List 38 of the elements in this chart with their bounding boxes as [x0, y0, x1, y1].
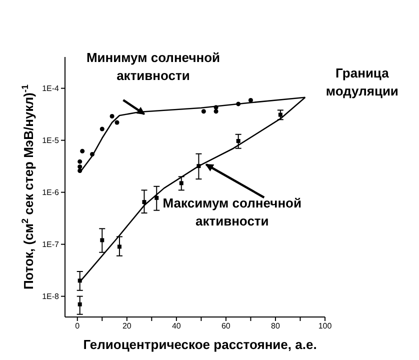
point [78, 168, 82, 173]
point [214, 109, 218, 114]
y-tick-label: 1E-5 [42, 136, 60, 146]
point [278, 112, 282, 117]
annotation: Граница модуляции [326, 65, 398, 98]
annotation: Минимум солнечной активности [86, 50, 220, 84]
point [100, 126, 104, 132]
point [236, 138, 240, 143]
point [78, 164, 82, 170]
point [78, 278, 82, 283]
annotation: Максимум солнечной активности [162, 195, 302, 228]
x-tick-label: 60 [222, 322, 231, 331]
point [201, 109, 206, 114]
y-tick-label: 1E-8 [42, 292, 60, 302]
point [100, 238, 104, 242]
point [80, 148, 85, 154]
point [179, 181, 184, 186]
x-tick-label: 0 [75, 322, 80, 331]
point [78, 159, 82, 164]
point [117, 244, 122, 249]
point [110, 114, 114, 119]
y-tick-label: 1E-4 [42, 84, 60, 94]
point [90, 152, 94, 156]
point [154, 196, 159, 200]
point [214, 105, 218, 110]
x-tick-label: 20 [122, 322, 132, 331]
x-tick-label: 100 [318, 322, 332, 331]
x-axis-title: Гелиоцентрическое расстояние, а.е. [83, 337, 317, 352]
point [114, 120, 120, 125]
point [78, 302, 82, 306]
point [236, 102, 241, 106]
x-tick-label: 40 [172, 322, 182, 331]
x-tick-label: 80 [271, 322, 280, 331]
point [248, 98, 253, 102]
y-tick-label: 1E-7 [42, 240, 60, 250]
point [196, 164, 201, 168]
y-tick-label: 1E-6 [42, 188, 60, 198]
point [142, 200, 146, 204]
